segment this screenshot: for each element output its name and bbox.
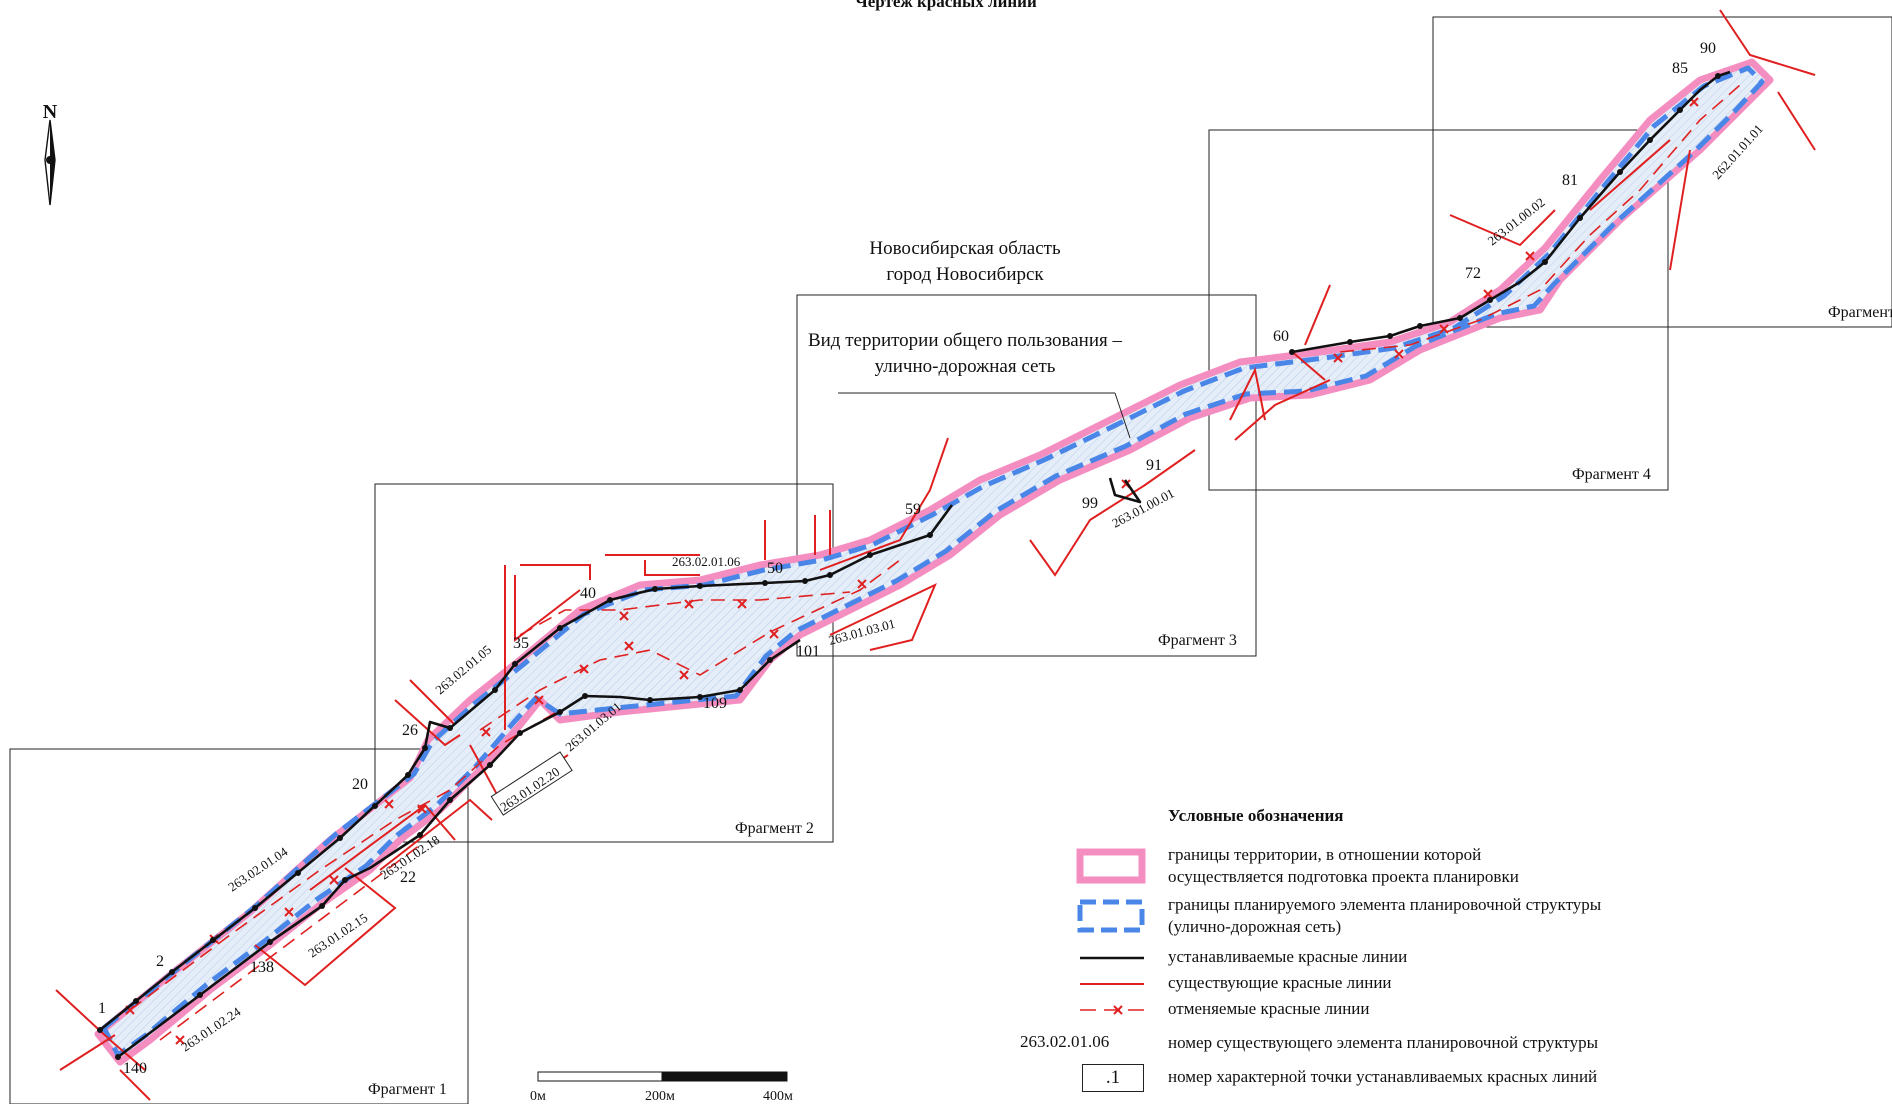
legend-item-territory: границы территории, в отношении которой …	[1020, 844, 1880, 892]
point-label: 101	[796, 643, 820, 660]
point-label: 26	[402, 722, 418, 739]
point-label: 140	[123, 1060, 147, 1077]
cancelled-red-lines	[129, 84, 1741, 1041]
scale-bar: 0м 200м 400м	[530, 1071, 793, 1104]
territory-line-2: улично-дорожная сеть	[874, 356, 1056, 377]
fragment-label-1: Фрагмент 1	[368, 1081, 447, 1098]
point-label: 72	[1465, 265, 1481, 282]
point-label: 50	[767, 560, 783, 577]
point-label: 85	[1672, 60, 1688, 77]
legend-item-point-number: .1 номер характерной точки устанавливаем…	[1020, 1064, 1880, 1096]
legend-text: существующие красные линии	[1168, 973, 1392, 992]
north-arrow: N	[43, 101, 58, 206]
fragment-frame-1	[9, 748, 469, 1104]
legend-item-element-code: 263.02.01.06 номер существующего элемент…	[1020, 1032, 1880, 1056]
point-label: 90	[1700, 40, 1716, 57]
point-label: 59	[905, 501, 921, 518]
point-label: 138	[250, 959, 274, 976]
territory-line-1: Вид территории общего пользования –	[807, 330, 1123, 351]
legend-text: устанавливаемые красные линии	[1168, 947, 1408, 966]
point-label: 1	[98, 1000, 106, 1017]
legend-title: Условные обозначения	[1168, 806, 1344, 825]
scale-label-0: 0м	[530, 1089, 546, 1104]
point-label: 109	[703, 695, 727, 712]
point-label: 35	[513, 635, 529, 652]
north-label: N	[43, 101, 58, 123]
element-code-label: 263.01.02.15	[305, 910, 370, 961]
point-label: 22	[400, 869, 416, 886]
red-line-symbol	[1080, 983, 1144, 985]
point-label: 60	[1273, 328, 1289, 345]
legend-item-planned-element: границы планируемого элемента планировоч…	[1020, 894, 1880, 942]
pink-boundary-symbol	[1076, 848, 1146, 884]
point-label: 40	[580, 585, 596, 602]
legend: Условные обозначения границы территории,…	[1020, 800, 1880, 1100]
fragment-label-3: Фрагмент 3	[1158, 632, 1237, 649]
legend-code-sample: 263.02.01.06	[1020, 1032, 1110, 1051]
legend-text: номер существующего элемента планировочн…	[1168, 1033, 1599, 1052]
fragment-frame-3	[796, 294, 1257, 657]
legend-point-sample: .1	[1082, 1064, 1144, 1092]
point-numbers: 1 140 2 138 20 22 26 35 40 109 50 101 59…	[98, 40, 1716, 1077]
fragment-frame-2	[374, 483, 834, 843]
legend-item-cancelled: отменяемые красные линии	[1020, 998, 1880, 1022]
territory-type-label: Вид территории общего пользования – улич…	[760, 328, 1170, 380]
scale-label-400: 400м	[763, 1089, 793, 1104]
legend-text: номер характерной точки устанавливаемых …	[1168, 1067, 1598, 1086]
region-label: Новосибирская область город Новосибирск	[790, 236, 1140, 288]
red-dashed-x-symbol	[1080, 1005, 1144, 1015]
point-label: 81	[1562, 172, 1578, 189]
planned-element-boundary	[101, 65, 1765, 1058]
point-label: 2	[156, 953, 164, 970]
element-code-label: 263.01.00.02	[1485, 195, 1548, 249]
point-label: 91	[1146, 457, 1162, 474]
fragment-label-4: Фрагмент 4	[1572, 466, 1651, 483]
legend-item-established: устанавливаемые красные линии	[1020, 946, 1880, 970]
fragment-label-5: Фрагмент 5	[1828, 304, 1892, 321]
legend-item-existing: существующие красные линии	[1020, 972, 1880, 996]
fragment-frame-5	[1432, 16, 1892, 328]
point-label: 20	[352, 776, 368, 793]
map-title: Чертеж красных линий	[855, 0, 1037, 11]
region-line-1: Новосибирская область	[869, 238, 1061, 259]
legend-text: границы планируемого элемента планировоч…	[1168, 895, 1602, 936]
element-code-label: 263.02.01.06	[672, 554, 741, 569]
region-line-2: город Новосибирск	[886, 264, 1044, 285]
point-label: 99	[1082, 495, 1098, 512]
fragment-label-2: Фрагмент 2	[735, 820, 814, 837]
scale-label-200: 200м	[645, 1089, 675, 1104]
element-code-box	[490, 751, 573, 816]
blue-dashed-symbol	[1077, 899, 1145, 933]
legend-text: отменяемые красные линии	[1168, 999, 1370, 1018]
black-line-symbol	[1080, 956, 1144, 960]
element-code-label: 263.01.00.01	[1109, 485, 1176, 530]
legend-text: границы территории, в отношении которой …	[1168, 845, 1519, 886]
vertex-points	[97, 73, 1721, 1060]
fragment-frame-4	[1208, 129, 1669, 491]
